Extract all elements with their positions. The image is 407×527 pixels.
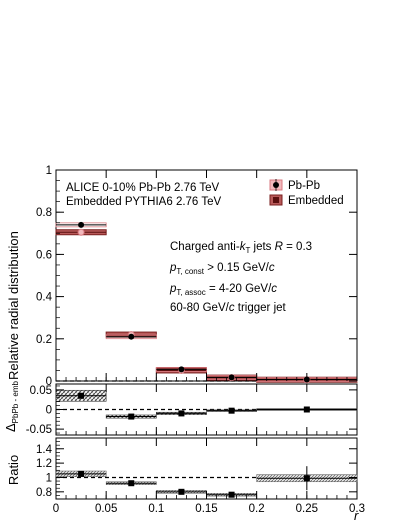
y-tick-label-main: 0.8 bbox=[36, 207, 52, 219]
x-tick-label: 0.05 bbox=[95, 503, 117, 515]
legend-entry-embedded: Embedded bbox=[269, 194, 344, 207]
ratio-point bbox=[178, 488, 185, 495]
difference-point bbox=[128, 413, 135, 420]
annotation-embedded: Embedded PYTHIA6 2.76 TeV bbox=[66, 196, 221, 208]
y-tick-label-main: 0.6 bbox=[36, 249, 52, 261]
y-tick-label-ratio: 1 bbox=[46, 472, 52, 484]
difference-point bbox=[178, 410, 185, 417]
y-tick-label-main: 0.2 bbox=[36, 334, 52, 346]
y-tick-label-difference: 0 bbox=[46, 405, 52, 417]
difference-point bbox=[78, 392, 85, 399]
x-axis-label: r bbox=[354, 508, 359, 523]
y-tick-label-main: 0.4 bbox=[36, 292, 53, 304]
pbpb-point bbox=[228, 374, 235, 381]
annotation-trigger: 60-80 GeV/c trigger jet bbox=[170, 302, 287, 314]
svg-text:Embedded: Embedded bbox=[288, 195, 344, 207]
x-tick-label: 0.2 bbox=[249, 503, 265, 515]
annotation-pt-assoc: pT, assoc = 4-20 GeV/c bbox=[169, 283, 277, 297]
ratio-y-axis-label: Ratio bbox=[6, 455, 21, 485]
annotation-jets: Charged anti-kT jets R = 0.3 bbox=[170, 241, 312, 255]
difference-point bbox=[303, 406, 310, 413]
y-tick-label-ratio: 1.2 bbox=[36, 458, 52, 470]
legend-entry-pbpb: Pb-Pb bbox=[269, 179, 320, 192]
x-tick-label: 0.15 bbox=[195, 503, 217, 515]
pbpb-point bbox=[178, 366, 185, 373]
y-tick-label-main: 0 bbox=[46, 376, 52, 388]
y-tick-label-main: 1 bbox=[46, 165, 52, 177]
x-tick-label: 0 bbox=[53, 503, 59, 515]
annotation-pt-const: pT, const > 0.15 GeV/c bbox=[169, 262, 275, 276]
y-tick-label-difference: 0.05 bbox=[30, 385, 52, 397]
x-tick-label: 0.25 bbox=[296, 503, 318, 515]
difference-point bbox=[228, 407, 235, 414]
main-y-axis-label: Relative radial distribution bbox=[6, 231, 21, 380]
ratio-point bbox=[128, 480, 135, 487]
y-tick-label-ratio: 0.8 bbox=[36, 487, 52, 499]
x-tick-label: 0.1 bbox=[148, 503, 164, 515]
diff-y-axis-label: ΔPbPb - emb bbox=[3, 381, 20, 432]
ratio-panel-frame bbox=[55, 437, 358, 500]
x-tick-label: 0.3 bbox=[349, 503, 365, 515]
ratio-point bbox=[78, 470, 85, 477]
ratio-point bbox=[228, 491, 235, 498]
embedded-point bbox=[77, 228, 85, 236]
y-tick-label-difference: -0.05 bbox=[26, 424, 52, 436]
legend: Pb-Pb Embedded bbox=[269, 179, 344, 207]
y-tick-label-ratio: 1.4 bbox=[36, 444, 53, 456]
pbpb-point bbox=[128, 333, 135, 340]
annotation-alice: ALICE 0-10% Pb-Pb 2.76 TeV bbox=[66, 182, 220, 194]
pbpb-point bbox=[78, 221, 85, 228]
svg-text:Pb-Pb: Pb-Pb bbox=[288, 180, 320, 192]
